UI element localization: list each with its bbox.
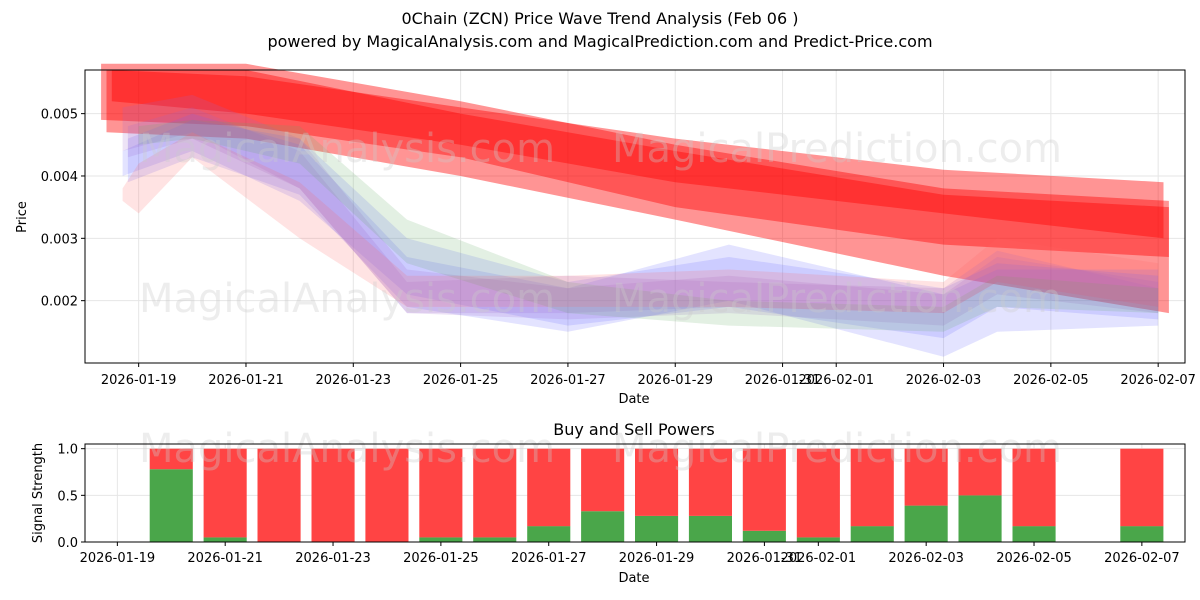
price-grid [85, 70, 1185, 363]
x-tick-label: 2026-01-19 [80, 551, 156, 566]
x-tick-label: 2026-02-03 [906, 373, 982, 388]
y-tick-label: 0.0 [57, 536, 78, 551]
sell-bar [365, 448, 409, 542]
price-axes-frame [84, 69, 1186, 364]
buy-bar [203, 537, 247, 542]
price-y-axis-label: Price [15, 201, 30, 233]
watermark-text: MagicalPrediction.com [612, 426, 1062, 472]
price-axis-ticks: 2026-01-19 2026-01-21 2026-01-23 2026-01-25… [41, 108, 1196, 388]
y-tick-label: 0.005 [41, 108, 78, 123]
x-tick-label: 2026-01-29 [619, 551, 695, 566]
sell-bar [635, 448, 679, 516]
x-tick-label: 2026-01-21 [208, 373, 284, 388]
x-tick-label: 2026-02-07 [1104, 551, 1180, 566]
x-tick-label: 2026-01-21 [187, 551, 263, 566]
signal-y-axis-label: Signal Strength [31, 443, 46, 543]
sell-bar [527, 448, 571, 527]
wave-band-3 [122, 119, 1159, 339]
watermarks: MagicalAnalysis.com MagicalPrediction.co… [139, 126, 1062, 322]
x-tick-label: 2026-01-25 [423, 373, 499, 388]
watermark-text: MagicalPrediction.com [612, 276, 1062, 322]
wave-band-4 [127, 113, 1159, 357]
buy-bar [688, 515, 732, 542]
x-tick-label: 2026-02-01 [798, 373, 874, 388]
sell-bar [850, 448, 894, 527]
x-tick-label: 2026-01-23 [295, 551, 371, 566]
wave-band-8 [122, 132, 1159, 314]
x-tick-label: 2026-01-31 [727, 551, 803, 566]
x-tick-label: 2026-01-31 [745, 373, 821, 388]
buy-bar [1012, 526, 1056, 542]
signal-axes-frame [84, 443, 1186, 543]
x-tick-label: 2026-02-05 [996, 551, 1072, 566]
sell-bar [742, 448, 786, 531]
wave-band-1 [106, 70, 1169, 314]
wave-band-5 [122, 94, 1159, 326]
x-tick-label: 2026-01-27 [530, 373, 606, 388]
sell-bar [311, 448, 355, 542]
buy-bar [1120, 526, 1164, 542]
x-tick-label: 2026-02-01 [781, 551, 857, 566]
wave-band-2 [111, 70, 1164, 239]
buy-bar [527, 526, 571, 542]
x-tick-label: 2026-01-19 [101, 373, 177, 388]
signal-chart-title: Buy and Sell Powers [553, 420, 715, 439]
watermark-text: MagicalAnalysis.com [139, 426, 555, 472]
wave-band-0 [101, 63, 1169, 257]
buy-bar [742, 530, 786, 542]
buy-bar [419, 537, 463, 542]
sell-bar [796, 448, 840, 538]
buy-bar [473, 537, 517, 542]
x-tick-label: 2026-02-05 [1013, 373, 1089, 388]
wave-band-7 [138, 119, 1159, 332]
sell-bar [958, 448, 1002, 496]
signal-bars [149, 448, 1164, 542]
wave-band-6 [127, 107, 1159, 314]
watermark-text: MagicalPrediction.com [612, 126, 1062, 172]
buy-bar [581, 511, 625, 542]
watermark-text: MagicalAnalysis.com [139, 276, 555, 322]
x-tick-label: 2026-02-07 [1120, 373, 1196, 388]
price-x-axis-label: Date [618, 392, 649, 407]
sell-bar [473, 448, 517, 538]
x-tick-label: 2026-02-03 [888, 551, 964, 566]
sell-bar [904, 448, 948, 506]
price-waves [101, 63, 1169, 357]
sell-bar [203, 448, 247, 538]
x-tick-label: 2026-01-25 [403, 551, 479, 566]
signal-x-axis-label: Date [618, 571, 649, 586]
x-tick-label: 2026-01-27 [511, 551, 587, 566]
buy-bar [635, 515, 679, 542]
sell-bar [1120, 448, 1164, 527]
sell-bar [419, 448, 463, 538]
buy-bar [796, 537, 840, 542]
x-tick-label: 2026-01-29 [637, 373, 713, 388]
watermark-text: MagicalAnalysis.com [139, 126, 555, 172]
sell-bar [149, 448, 193, 470]
y-tick-label: 0.5 [57, 489, 78, 504]
sell-bar [257, 448, 301, 542]
chart-title: 0Chain (ZCN) Price Wave Trend Analysis (… [401, 9, 799, 28]
sell-bar [688, 448, 732, 516]
sell-bar [1012, 448, 1056, 527]
x-tick-label: 2026-01-23 [316, 373, 392, 388]
y-tick-label: 0.002 [41, 295, 78, 310]
y-tick-label: 1.0 [57, 443, 78, 458]
watermarks-bottom: MagicalAnalysis.com MagicalPrediction.co… [139, 426, 1062, 472]
buy-bar [904, 505, 948, 542]
buy-bar [958, 495, 1002, 542]
y-tick-label: 0.003 [41, 232, 78, 247]
buy-bar [149, 469, 193, 542]
y-tick-label: 0.004 [41, 170, 78, 185]
sell-bar [581, 448, 625, 512]
signal-axis-ticks: 2026-01-19 2026-01-21 2026-01-23 2026-01-25… [57, 443, 1179, 566]
buy-bar [850, 526, 894, 542]
chart-subtitle: powered by MagicalAnalysis.com and Magic… [267, 32, 933, 51]
